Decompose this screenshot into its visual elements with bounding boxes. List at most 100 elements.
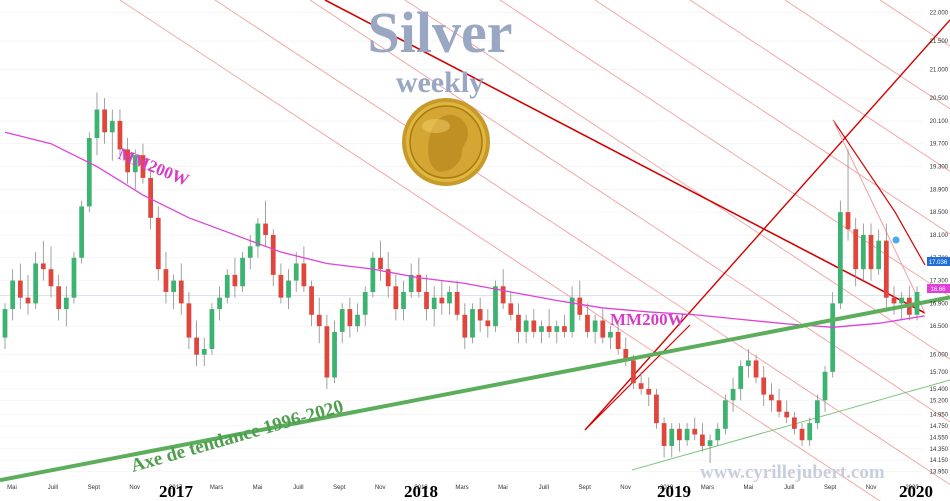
candle-up (723, 400, 728, 429)
y-tick-label: 22.000 (930, 11, 949, 17)
candle-up (539, 326, 544, 332)
candle-up (79, 206, 85, 258)
candle-up (707, 440, 713, 446)
candle-down (378, 257, 383, 270)
y-tick-label: 15.200 (930, 398, 949, 404)
moving-average-layer (4, 131, 925, 328)
x-tick-label: Juill (784, 485, 794, 491)
candle-up (71, 257, 77, 298)
x-tick-label: Juill (48, 485, 58, 491)
x-tick-label: Sept (579, 485, 592, 491)
candle-up (33, 263, 39, 304)
candle-down (278, 274, 284, 298)
candle-up (86, 138, 92, 207)
candle-down (883, 240, 889, 298)
candle-down (324, 326, 330, 378)
candle-up (730, 388, 736, 401)
candle-up (132, 155, 138, 173)
x-tick-label: 2020 (905, 485, 919, 491)
y-tick-label: 15.400 (930, 387, 949, 393)
candle-down (117, 120, 123, 150)
candle-up (370, 257, 376, 292)
candle-up (201, 348, 207, 355)
candle-down (631, 360, 636, 384)
channel-line (689, 0, 950, 172)
candle-down (692, 428, 698, 435)
x-tick-label: Mars (701, 485, 714, 491)
candle-up (408, 274, 414, 292)
trend-axis-line (0, 295, 950, 483)
candle-down (677, 428, 682, 441)
x-tick-label: 2018 (414, 485, 428, 491)
current-price-tag: 17.036 (927, 257, 950, 266)
candle-down (654, 394, 659, 424)
year-label-2017: 2017 (159, 482, 194, 501)
x-tick-label: Sept (824, 485, 837, 491)
candle-down (799, 428, 805, 441)
candle-down (485, 320, 491, 327)
candle-down (316, 314, 322, 327)
candle-up (362, 291, 368, 315)
candle-up (255, 223, 261, 247)
candle-down (140, 155, 146, 178)
channel-line (784, 0, 950, 110)
candle-up (876, 240, 882, 270)
candle-down (891, 297, 897, 304)
candle-down (516, 314, 521, 332)
candle-up (814, 400, 820, 424)
x-tick-label: Mars (455, 485, 468, 491)
y-tick-label: 18.100 (930, 233, 949, 239)
year-label-2019: 2019 (657, 482, 691, 501)
candle-down (155, 217, 161, 270)
x-tick-label: Nov (620, 485, 631, 491)
candle-down (48, 269, 54, 287)
candle-down (393, 286, 399, 310)
ma-price-tag: 16.66 (927, 284, 950, 293)
candle-down (439, 297, 445, 304)
candle-up (608, 331, 613, 338)
y-tick-label: 18.500 (930, 210, 949, 216)
y-tick-label: 14.350 (930, 447, 949, 453)
breakout-line (584, 19, 950, 431)
channel-line (404, 0, 950, 360)
candle-down (753, 360, 759, 378)
candle-down (845, 212, 851, 230)
y-tick-label: 14.950 (930, 413, 949, 419)
candle-down (761, 377, 767, 395)
time-axis: Mai Juill Sept Nov 2017 Mars Mai Juill Sept Nov 20… (7, 485, 919, 491)
candle-down (500, 286, 506, 304)
candle-down (700, 434, 705, 446)
candle-up (592, 320, 598, 332)
y-tick-label: 16.900 (930, 301, 949, 307)
candle-down (301, 263, 307, 287)
candle-down (792, 417, 797, 429)
candle-up (355, 314, 360, 327)
x-tick-label: 2017 (169, 485, 183, 491)
candle-up (470, 309, 475, 338)
y-tick-label: 14.750 (930, 424, 949, 430)
x-tick-label: Nov (866, 485, 877, 491)
candle-down (623, 348, 629, 361)
triangle-upper (832, 119, 926, 266)
candle-down (25, 297, 31, 304)
candle-up (240, 257, 245, 287)
candle-up (209, 309, 215, 349)
candle-down (600, 320, 606, 338)
candle-down (309, 286, 314, 315)
y-tick-label: 20.100 (930, 119, 949, 125)
x-tick-label: 2019 (660, 485, 674, 491)
alert-marker (892, 236, 900, 244)
candle-up (224, 274, 230, 298)
candle-down (270, 234, 276, 275)
channel-line (119, 0, 881, 501)
candle-up (171, 280, 176, 292)
candle-up (837, 212, 843, 304)
y-tick-label: 16.000 (930, 353, 949, 359)
x-tick-label: Nov (375, 485, 386, 491)
ma200w-line (4, 131, 925, 328)
candle-up (217, 297, 222, 310)
candle-down (477, 309, 483, 321)
y-tick-label: 15.700 (930, 370, 949, 376)
candle-up (332, 331, 337, 378)
